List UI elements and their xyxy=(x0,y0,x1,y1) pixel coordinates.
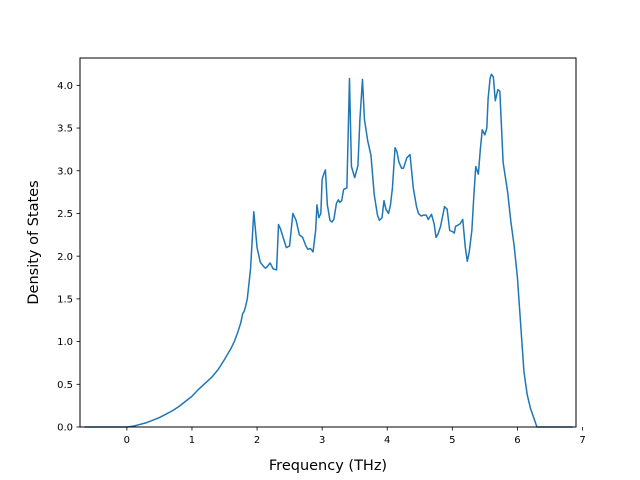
y-tick-label: 3.5 xyxy=(57,124,73,135)
plot-area xyxy=(84,73,573,428)
x-tick-label: 7 xyxy=(579,435,585,446)
x-tick-label: 5 xyxy=(449,435,455,446)
y-tick-label: 2.5 xyxy=(57,209,73,220)
axes-frame xyxy=(79,57,577,428)
y-tick-label: 4.0 xyxy=(57,81,73,92)
y-axis-label: Density of States xyxy=(26,180,42,304)
x-tick-label: 3 xyxy=(319,435,325,446)
y-axis: 0.0 0.5 1.0 1.5 2.0 2.5 3.0 3.5 4.0 xyxy=(57,81,80,434)
y-tick-label: 3.0 xyxy=(57,166,73,177)
y-tick-label: 0.5 xyxy=(57,380,73,391)
x-tick-label: 6 xyxy=(514,435,520,446)
y-tick-label: 1.0 xyxy=(57,337,73,348)
x-tick-label: 1 xyxy=(189,435,195,446)
y-tick-label: 0.0 xyxy=(57,423,73,434)
x-axis: 0 1 2 3 4 5 6 7 xyxy=(124,427,586,446)
x-tick-label: 2 xyxy=(254,435,260,446)
y-tick-label: 2.0 xyxy=(57,252,73,263)
x-tick-label: 0 xyxy=(124,435,130,446)
x-axis-label: Frequency (THz) xyxy=(269,458,387,474)
x-tick-label: 4 xyxy=(384,435,390,446)
y-tick-label: 1.5 xyxy=(57,294,73,305)
dos-series-line xyxy=(84,73,573,428)
